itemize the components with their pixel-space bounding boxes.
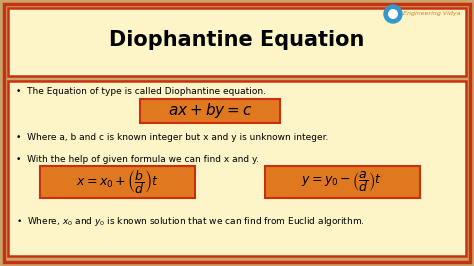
Text: •  With the help of given formula we can find x and y.: • With the help of given formula we can … [16, 155, 259, 164]
Text: •  The Equation of type is called Diophantine equation.: • The Equation of type is called Diophan… [16, 88, 266, 97]
Text: •  Where a, b and c is known integer but x and y is unknown integer.: • Where a, b and c is known integer but … [16, 134, 328, 143]
Text: $ax + by = c$: $ax + by = c$ [168, 102, 252, 120]
FancyBboxPatch shape [8, 81, 466, 256]
FancyBboxPatch shape [140, 99, 280, 123]
FancyBboxPatch shape [4, 4, 470, 262]
Text: •  Where, $x_0$ and $y_0$ is known solution that we can find from Euclid algorit: • Where, $x_0$ and $y_0$ is known soluti… [16, 215, 365, 228]
Text: $y = y_0 - \left(\dfrac{a}{d}\right)t$: $y = y_0 - \left(\dfrac{a}{d}\right)t$ [301, 169, 383, 194]
Circle shape [389, 10, 398, 19]
Text: Engineering Vidya: Engineering Vidya [403, 11, 461, 16]
Circle shape [384, 5, 402, 23]
FancyBboxPatch shape [8, 8, 466, 76]
FancyBboxPatch shape [40, 166, 195, 198]
Text: $x = x_0 + \left(\dfrac{b}{d}\right)t$: $x = x_0 + \left(\dfrac{b}{d}\right)t$ [76, 168, 158, 196]
FancyBboxPatch shape [265, 166, 420, 198]
Text: Diophantine Equation: Diophantine Equation [109, 30, 365, 50]
